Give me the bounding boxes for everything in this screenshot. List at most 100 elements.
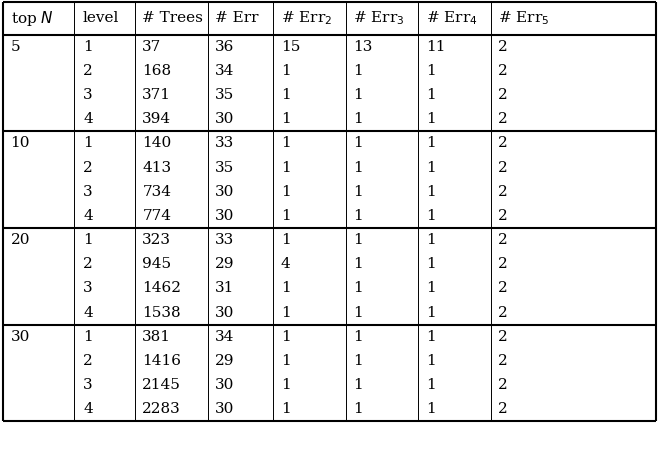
Text: 2: 2 xyxy=(498,330,508,344)
Text: 1: 1 xyxy=(353,282,363,295)
Text: 34: 34 xyxy=(215,64,234,78)
Text: 2: 2 xyxy=(498,257,508,271)
Text: 1: 1 xyxy=(353,209,363,223)
Text: 29: 29 xyxy=(215,257,235,271)
Text: 1: 1 xyxy=(426,330,436,344)
Text: 1538: 1538 xyxy=(142,306,181,319)
Text: # Err: # Err xyxy=(215,11,258,26)
Text: 1: 1 xyxy=(426,402,436,416)
Text: 2: 2 xyxy=(498,209,508,223)
Text: 1: 1 xyxy=(353,233,363,247)
Text: 323: 323 xyxy=(142,233,171,247)
Text: 4: 4 xyxy=(83,209,93,223)
Text: 20: 20 xyxy=(11,233,30,247)
Text: 1: 1 xyxy=(281,209,291,223)
Text: 34: 34 xyxy=(215,330,234,344)
Text: 3: 3 xyxy=(83,185,93,199)
Text: 3: 3 xyxy=(83,282,93,295)
Text: 1: 1 xyxy=(281,306,291,319)
Text: 1: 1 xyxy=(83,40,93,54)
Text: 1: 1 xyxy=(281,378,291,392)
Text: 1: 1 xyxy=(426,306,436,319)
Text: 10: 10 xyxy=(11,137,30,150)
Text: 1: 1 xyxy=(426,161,436,174)
Text: 413: 413 xyxy=(142,161,171,174)
Text: 4: 4 xyxy=(83,306,93,319)
Text: level: level xyxy=(83,11,119,26)
Text: 29: 29 xyxy=(215,354,235,368)
Text: 1: 1 xyxy=(353,257,363,271)
Text: 1: 1 xyxy=(281,185,291,199)
Text: 1: 1 xyxy=(83,137,93,150)
Text: 1: 1 xyxy=(281,137,291,150)
Text: 1: 1 xyxy=(353,330,363,344)
Text: 1: 1 xyxy=(353,402,363,416)
Text: 5: 5 xyxy=(11,40,20,54)
Text: 2283: 2283 xyxy=(142,402,181,416)
Text: 4: 4 xyxy=(83,402,93,416)
Text: # Err$_4$: # Err$_4$ xyxy=(426,9,477,27)
Text: 2: 2 xyxy=(498,161,508,174)
Text: 3: 3 xyxy=(83,88,93,102)
Text: 2: 2 xyxy=(498,88,508,102)
Text: 140: 140 xyxy=(142,137,171,150)
Text: 1: 1 xyxy=(281,161,291,174)
Text: 15: 15 xyxy=(281,40,300,54)
Text: 774: 774 xyxy=(142,209,171,223)
Text: 1: 1 xyxy=(353,185,363,199)
Text: 1: 1 xyxy=(426,257,436,271)
Text: 1: 1 xyxy=(281,330,291,344)
Text: 2: 2 xyxy=(498,354,508,368)
Text: 35: 35 xyxy=(215,161,234,174)
Text: 1: 1 xyxy=(426,112,436,126)
Text: 37: 37 xyxy=(142,40,161,54)
Text: 2: 2 xyxy=(498,306,508,319)
Text: 1: 1 xyxy=(426,209,436,223)
Text: 2: 2 xyxy=(83,161,93,174)
Text: 4: 4 xyxy=(281,257,291,271)
Text: 30: 30 xyxy=(215,306,234,319)
Text: 2: 2 xyxy=(498,378,508,392)
Text: 1: 1 xyxy=(353,161,363,174)
Text: 945: 945 xyxy=(142,257,171,271)
Text: 30: 30 xyxy=(11,330,30,344)
Text: 13: 13 xyxy=(353,40,372,54)
Text: 30: 30 xyxy=(215,209,234,223)
Text: 2: 2 xyxy=(498,112,508,126)
Text: 2: 2 xyxy=(498,40,508,54)
Text: 1: 1 xyxy=(426,282,436,295)
Text: top $N$: top $N$ xyxy=(11,9,53,28)
Text: 33: 33 xyxy=(215,137,234,150)
Text: 2: 2 xyxy=(498,137,508,150)
Text: 4: 4 xyxy=(83,112,93,126)
Text: 381: 381 xyxy=(142,330,171,344)
Text: 1: 1 xyxy=(83,330,93,344)
Text: # Err$_2$: # Err$_2$ xyxy=(281,9,332,27)
Text: 1: 1 xyxy=(426,185,436,199)
Text: 1: 1 xyxy=(281,282,291,295)
Text: 2145: 2145 xyxy=(142,378,181,392)
Text: 1: 1 xyxy=(281,64,291,78)
Text: 2: 2 xyxy=(83,354,93,368)
Text: 2: 2 xyxy=(498,282,508,295)
Text: 371: 371 xyxy=(142,88,171,102)
Text: 394: 394 xyxy=(142,112,171,126)
Text: 1: 1 xyxy=(353,137,363,150)
Text: 35: 35 xyxy=(215,88,234,102)
Text: 30: 30 xyxy=(215,185,234,199)
Text: 30: 30 xyxy=(215,112,234,126)
Text: # Err$_3$: # Err$_3$ xyxy=(353,9,405,27)
Text: 2: 2 xyxy=(83,64,93,78)
Text: 168: 168 xyxy=(142,64,171,78)
Text: 2: 2 xyxy=(498,233,508,247)
Text: 1462: 1462 xyxy=(142,282,181,295)
Text: 734: 734 xyxy=(142,185,171,199)
Text: 1: 1 xyxy=(426,64,436,78)
Text: 2: 2 xyxy=(83,257,93,271)
Text: 36: 36 xyxy=(215,40,234,54)
Text: 33: 33 xyxy=(215,233,234,247)
Text: 1: 1 xyxy=(281,233,291,247)
Text: 1: 1 xyxy=(353,88,363,102)
Text: 1: 1 xyxy=(426,137,436,150)
Text: 1: 1 xyxy=(353,112,363,126)
